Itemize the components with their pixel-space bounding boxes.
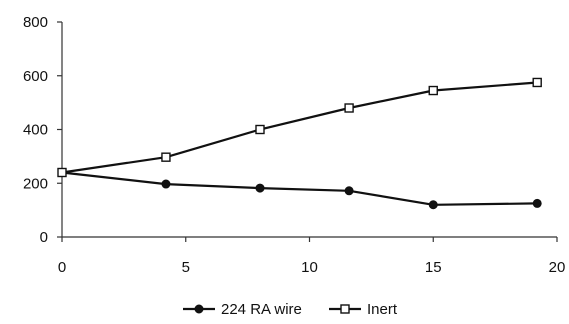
y-tick-label: 400 [23,122,48,139]
series-layer [57,77,542,210]
data-point [428,200,438,210]
x-tick-label: 10 [301,259,318,276]
legend-item: Inert [329,301,398,318]
legend-label: 224 RA wire [221,301,302,318]
data-point [255,183,265,193]
series-inert [57,77,542,178]
legend-label: Inert [367,301,398,318]
data-point [428,85,438,96]
data-point [344,103,354,113]
data-point [255,124,265,135]
x-tick-label: 0 [58,259,66,276]
y-tick-label: 600 [23,68,48,85]
data-point [161,152,171,162]
data-point [344,186,354,196]
data-point [57,167,67,178]
series-wire [57,168,542,210]
data-point [161,179,171,189]
series-line [61,171,538,206]
y-tick-label: 0 [40,229,48,246]
series-line [61,81,538,174]
y-tick-label: 200 [23,175,48,192]
legend: 224 RA wire Inert [183,301,398,318]
x-tick-label: 20 [549,259,566,276]
y-tick-label: 800 [23,14,48,31]
x-tick-label: 5 [182,259,190,276]
data-point [532,198,542,208]
legend-marker [194,304,204,314]
x-axis-ticks: 0 5 10 15 20 [58,237,566,276]
data-point [532,77,542,88]
legend-marker [340,304,350,314]
x-tick-label: 15 [425,259,442,276]
y-axis-ticks: 0 200 400 600 800 [23,14,62,246]
legend-item: 224 RA wire [183,301,302,318]
